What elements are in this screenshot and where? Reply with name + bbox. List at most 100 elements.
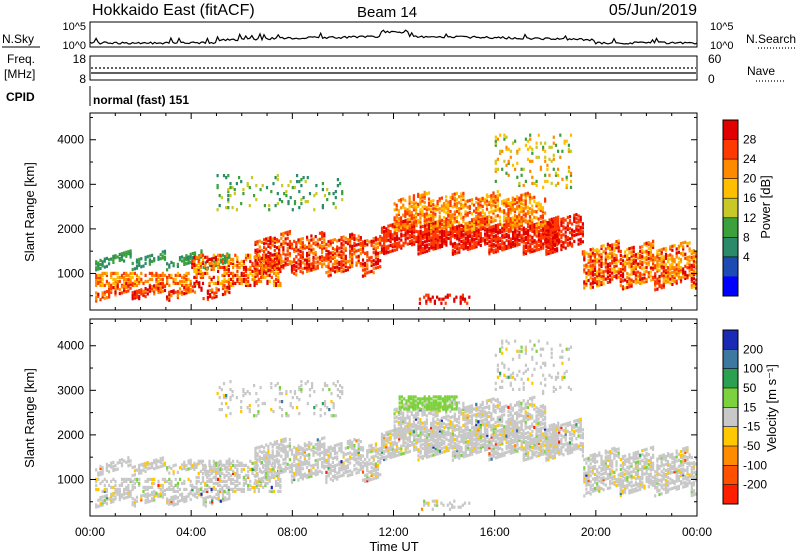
echo-cell (492, 228, 495, 232)
echo-cell (554, 173, 558, 177)
echo-cell (263, 454, 266, 458)
echo-cell (249, 255, 252, 259)
echo-cell (174, 281, 177, 285)
echo-cell (494, 167, 497, 171)
echo-cell (671, 266, 674, 270)
echo-cell (103, 290, 106, 294)
echo-cell (295, 469, 298, 473)
echo-cell (473, 229, 476, 233)
echo-cell (539, 214, 542, 219)
echo-cell (129, 479, 132, 483)
echo-cell (267, 472, 270, 476)
echo-cell (138, 275, 141, 279)
echo-cell (316, 238, 319, 242)
echo-cell (204, 481, 207, 485)
echo-cell (636, 274, 640, 278)
echo-cell (547, 243, 550, 248)
echo-cell (166, 479, 169, 483)
echo-cell (201, 275, 205, 279)
echo-cell (288, 470, 291, 474)
echo-cell (183, 279, 186, 283)
echo-cell (602, 262, 605, 266)
echo-cell (470, 218, 474, 222)
echo-cell (298, 190, 301, 194)
echo-cell (434, 212, 437, 216)
echo-cell (231, 186, 234, 190)
echo-cell (225, 253, 228, 257)
echo-cell (626, 271, 629, 276)
echo-cell (176, 485, 179, 489)
echo-cell (349, 253, 352, 257)
echo-cell (667, 268, 670, 272)
echo-cell (197, 259, 200, 263)
echo-cell (112, 492, 115, 496)
echo-cell (236, 483, 239, 487)
echo-cell (589, 268, 592, 272)
echo-cell (99, 466, 102, 471)
echo-cell (265, 186, 269, 190)
echo-cell (108, 281, 111, 285)
echo-cell (516, 207, 519, 211)
echo-cell (183, 462, 186, 466)
echo-cell (191, 463, 194, 467)
echo-cell (575, 225, 578, 229)
echo-cell (529, 242, 532, 246)
echo-cell (288, 244, 291, 248)
echo-cell (195, 485, 198, 489)
echo-cell (199, 275, 202, 279)
echo-cell (660, 260, 663, 264)
echo-cell (427, 217, 431, 221)
echo-cell (542, 242, 545, 246)
echo-cell (531, 159, 534, 163)
echo-cell (238, 487, 241, 491)
echo-cell (539, 165, 542, 169)
echo-cell (470, 222, 474, 226)
echo-cell (526, 147, 530, 151)
echo-cell (692, 261, 695, 265)
echo-cell (413, 242, 416, 246)
echo-cell (541, 220, 544, 224)
echo-cell (455, 203, 458, 207)
echo-cell (632, 259, 635, 263)
echo-cell (488, 214, 491, 218)
echo-cell (227, 206, 230, 210)
echo-cell (193, 463, 197, 467)
echo-cell (438, 215, 441, 219)
echo-cell (101, 291, 104, 295)
echo-cell (560, 217, 563, 221)
echo-cell (624, 260, 627, 264)
echo-cell (168, 263, 171, 267)
echo-cell (240, 489, 243, 493)
echo-cell (138, 281, 141, 285)
echo-cell (677, 264, 680, 268)
echo-cell (690, 277, 693, 282)
echo-cell (643, 270, 646, 274)
echo-cell (267, 254, 270, 258)
echo-cell (108, 470, 111, 474)
echo-cell (217, 471, 220, 475)
echo-cell (273, 254, 276, 258)
echo-cell (351, 258, 354, 262)
echo-cell (225, 485, 228, 489)
echo-cell (632, 255, 635, 259)
echo-cell (244, 279, 248, 283)
echo-cell (479, 213, 482, 217)
echo-cell (628, 273, 631, 277)
echo-cell (589, 252, 592, 256)
echo-cell (197, 459, 200, 463)
echo-cell (123, 253, 126, 257)
echo-cell (95, 487, 98, 491)
echo-cell (507, 173, 510, 177)
echo-cell (449, 217, 452, 222)
echo-cell (544, 221, 547, 225)
echo-cell (228, 284, 231, 289)
echo-cell (306, 251, 309, 255)
echo-cell (226, 287, 229, 291)
echo-cell (112, 500, 115, 504)
echo-cell (609, 244, 612, 248)
echo-cell (325, 270, 328, 275)
echo-cell (95, 283, 98, 287)
echo-cell (566, 241, 569, 245)
echo-cell (529, 159, 532, 163)
echo-cell (125, 250, 128, 254)
